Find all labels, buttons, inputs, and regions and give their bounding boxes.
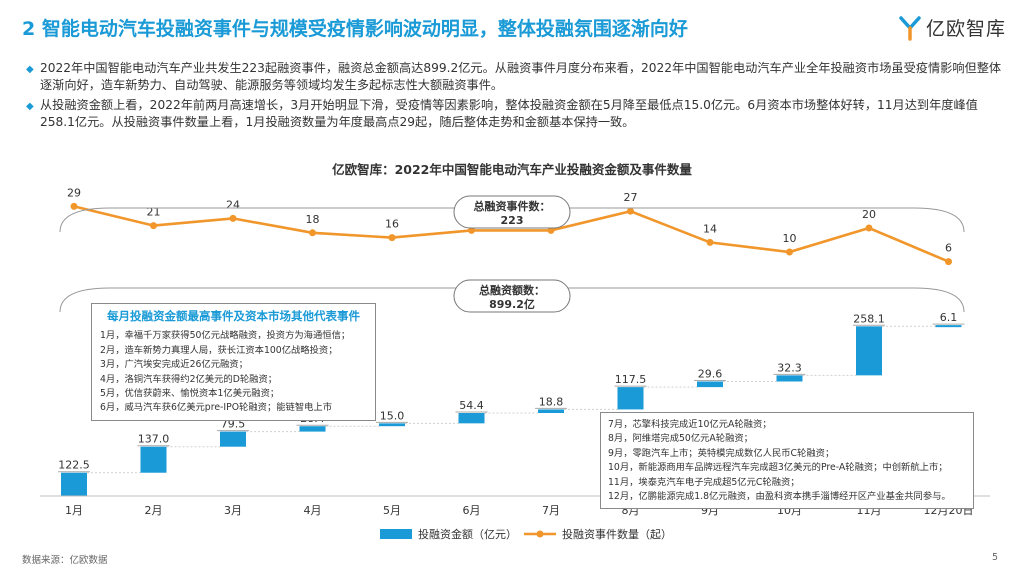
- line-point: [945, 258, 952, 266]
- legend-bar-label: 投融资金额（亿元）: [418, 527, 517, 541]
- events-total-pill-value: 223: [501, 214, 524, 227]
- x-tick-label: 5月: [383, 504, 401, 517]
- events-total-pill: [453, 195, 571, 229]
- line-point: [388, 234, 396, 242]
- bar: [935, 325, 962, 328]
- note-line: 10月，新能源商用车品牌远程汽车完成超3亿美元的Pre-A轮融资；中创新航上市；: [608, 462, 948, 474]
- x-tick-label: 1月: [65, 504, 83, 517]
- chart-title: 亿欧智库：2022年中国智能电动汽车产业投融资金额及事件数量: [332, 162, 692, 177]
- bullet-list: ◆ 2022年中国智能电动汽车产业共发生223起融资事件，融资总金额高达899.…: [26, 60, 1006, 134]
- bar: [140, 446, 167, 473]
- page-number: 5: [992, 552, 999, 563]
- line-point: [627, 207, 634, 215]
- logo-text: 亿欧智库: [926, 18, 1007, 40]
- line-point-label: 29: [67, 186, 81, 199]
- line-point: [229, 214, 237, 222]
- note-line: 12月，亿鹏能源完成1.8亿元融资，由盈科资本携手淄博经开区产业基金共同参与。: [608, 491, 951, 503]
- line-point: [865, 224, 873, 232]
- line-point: [547, 226, 555, 234]
- bar-label: 137.0: [138, 433, 170, 446]
- line-point-label: 18: [306, 213, 320, 226]
- line-point: [70, 202, 78, 210]
- amount-total-pill-label: 总融资额数：: [479, 283, 545, 297]
- note-line: 3月，广汽埃安完成近26亿元融资；: [100, 359, 248, 371]
- line-point-label: 27: [624, 191, 638, 204]
- note-line: 1月，幸福千万家获得50亿元战略融资，投资方为海通恒信；: [100, 330, 351, 342]
- legend-line-label: 投融资事件数量（起）: [562, 527, 672, 541]
- line-point: [786, 248, 793, 256]
- diamond-bullet-icon: ◆: [26, 64, 34, 75]
- diamond-bullet-icon: ◆: [26, 101, 34, 112]
- note-line: 8月，阿维塔完成50亿元A轮融资；: [608, 433, 753, 445]
- logo: 亿欧智库: [898, 14, 1006, 41]
- bar: [299, 426, 326, 432]
- bar-label: 15.0: [380, 409, 405, 422]
- note-line: 4月，洛铜汽车获得约2亿美元的D轮融资；: [100, 373, 278, 385]
- data-source: 数据来源：亿欧数据: [22, 555, 108, 566]
- line-point-label: 16: [385, 218, 399, 231]
- note-line: 7月，芯擎科技完成近10亿元A轮融资；: [608, 419, 772, 430]
- line-series: [73, 205, 950, 263]
- bar: [856, 326, 882, 376]
- bar: [697, 381, 723, 388]
- bar: [617, 387, 644, 410]
- line-point: [706, 238, 714, 246]
- line-point: [468, 226, 475, 234]
- bullet-item: ◆ 从投融资金额上看，2022年前两月高速增长，3月开始明显下滑，受疫情等因素影…: [26, 97, 1006, 131]
- bar-label: 18.8: [539, 395, 564, 408]
- bar: [61, 472, 87, 496]
- bullet-item: ◆ 2022年中国智能电动汽车产业共发生223起融资事件，融资总金额高达899.…: [26, 60, 1006, 94]
- bar-label: 258.1: [853, 312, 885, 325]
- line-point-label: 6: [945, 242, 952, 255]
- note-line: 9月，零跑汽车上市；英特模完成数亿人民币C轮融资；: [608, 447, 835, 459]
- bar-label: 54.4: [459, 399, 484, 412]
- bar: [458, 413, 485, 424]
- bar-label: 32.3: [777, 361, 802, 374]
- page-title: 2 智能电动汽车投融资事件与规模受疫情影响波动明显，整体投融氛围逐渐向好: [22, 18, 688, 40]
- notes-box-right: 7月，芯擎科技完成近10亿元A轮融资； 8月，阿维塔完成50亿元A轮融资； 9月…: [600, 412, 974, 510]
- x-tick-label: 2月: [145, 504, 163, 517]
- line-point-label: 10: [783, 232, 797, 245]
- notes-box-title: 每月投融资金额最高事件及资本市场其他代表事件: [107, 309, 360, 323]
- events-total-pill-label: 总融资事件数：: [474, 199, 551, 213]
- bar: [776, 375, 803, 382]
- x-tick-label: 6月: [463, 504, 481, 517]
- x-tick-label: 3月: [224, 504, 242, 517]
- note-line: 11月，埃泰克汽车电子完成超5亿元C轮融资；: [608, 476, 800, 488]
- line-point-label: 14: [703, 222, 717, 235]
- legend-line-marker: [536, 530, 544, 538]
- x-tick-label: 4月: [304, 504, 322, 517]
- notes-box-left: 每月投融资金额最高事件及资本市场其他代表事件 1月，幸福千万家获得50亿元战略融…: [91, 303, 376, 421]
- amount-total-pill-value: 899.2亿: [489, 297, 535, 311]
- bar: [220, 431, 246, 447]
- bar-label: 117.5: [615, 373, 647, 386]
- x-tick-label: 7月: [542, 504, 560, 517]
- bar-label: 6.1: [940, 311, 958, 324]
- line-point: [150, 222, 157, 230]
- line-point-label: 20: [862, 208, 876, 221]
- note-line: 6月，威马汽车获6亿美元pre-IPO轮融资；能链智电上市: [100, 402, 333, 414]
- line-point-label: 24: [226, 198, 240, 211]
- bullet-text: 2022年中国智能电动汽车产业共发生223起融资事件，融资总金额高达899.2亿…: [40, 61, 1002, 92]
- bar-label: 29.6: [698, 367, 723, 380]
- note-line: 5月，优信获蔚来、愉悦资本1亿美元融资；: [100, 388, 280, 400]
- line-point: [309, 229, 316, 237]
- legend-bar-swatch: [380, 529, 412, 539]
- bullet-text: 从投融资金额上看，2022年前两月高速增长，3月开始明显下滑，受疫情等因素影响，…: [40, 98, 978, 129]
- bar: [379, 423, 405, 427]
- logo-icon: [899, 15, 921, 41]
- amount-total-pill: [453, 279, 571, 313]
- line-point-label: 21: [147, 206, 161, 219]
- note-line: 2月，造车新势力真理人局，获长江资本100亿战略投资；: [100, 344, 338, 356]
- bar-label: 122.5: [58, 459, 90, 472]
- bar: [538, 409, 564, 414]
